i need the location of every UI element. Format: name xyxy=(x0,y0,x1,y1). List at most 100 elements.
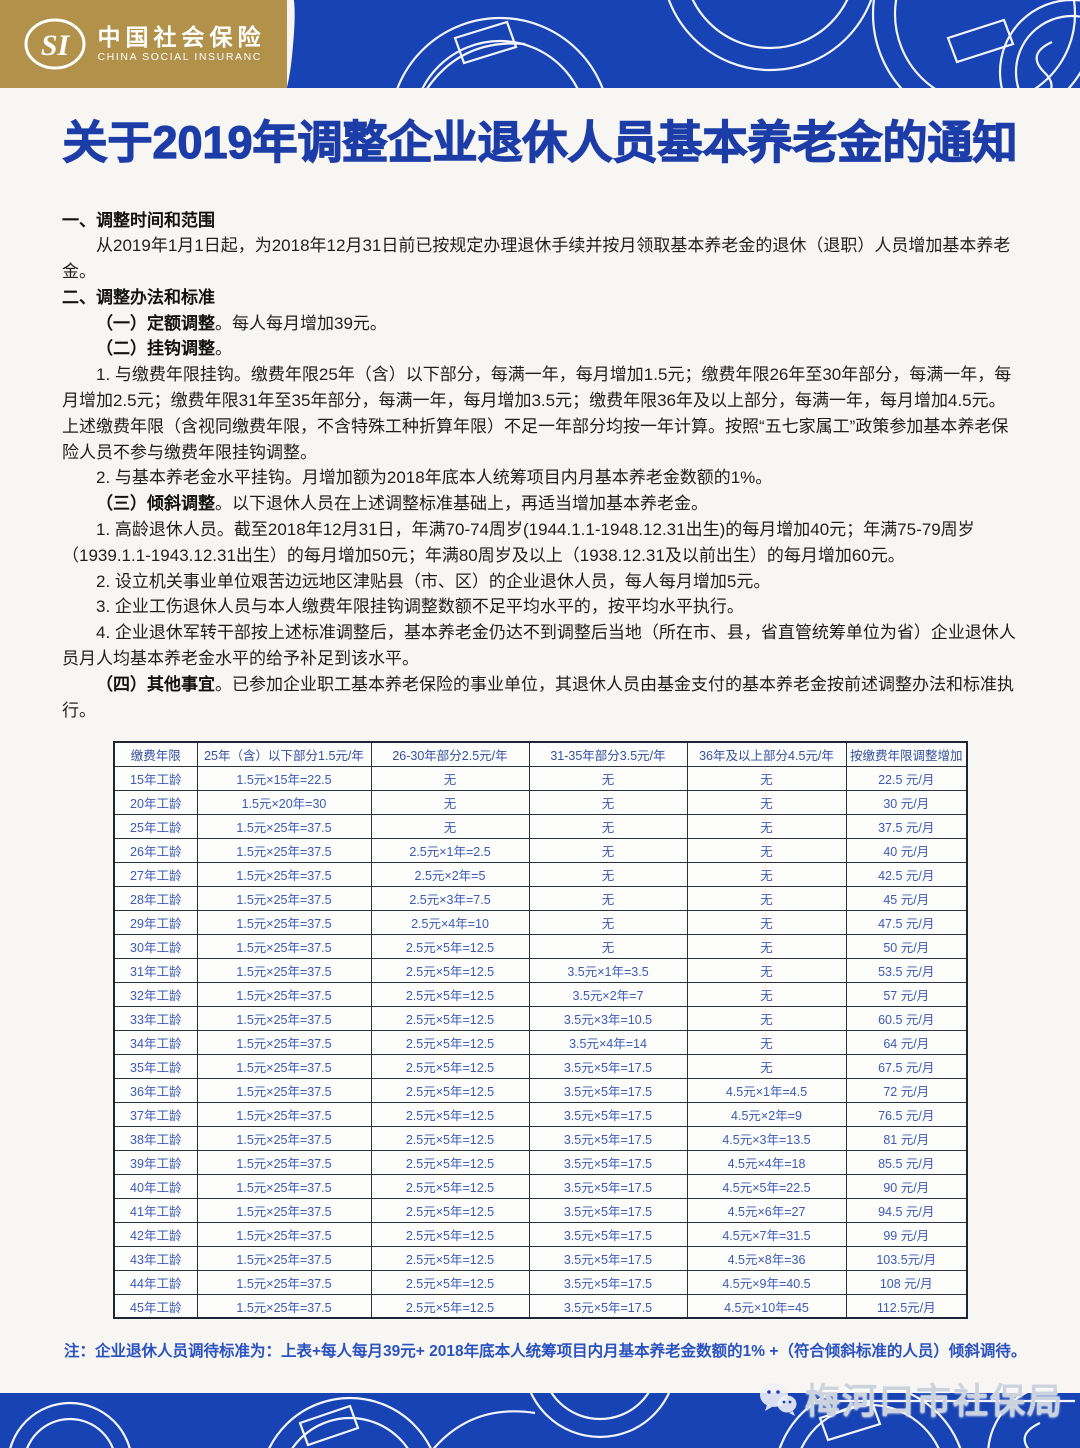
table-cell: 无 xyxy=(528,765,688,791)
table-cell: 3.5元×5年=17.5 xyxy=(528,1077,688,1103)
table-cell: 3.5元×4年=14 xyxy=(528,1029,688,1055)
table-cell: 无 xyxy=(686,1005,847,1031)
table-cell: 无 xyxy=(686,789,847,815)
footer-decoration xyxy=(9,1393,1075,1448)
table-cell: 44年工龄 xyxy=(113,1269,198,1295)
table-cell: 22.5 元/月 xyxy=(845,765,968,791)
table-cell: 2.5元×5年=12.5 xyxy=(370,1197,530,1223)
table-cell: 3.5元×3年=10.5 xyxy=(528,1005,688,1031)
table-cell: 2.5元×5年=12.5 xyxy=(370,1221,530,1247)
table-cell: 2.5元×5年=12.5 xyxy=(370,1053,530,1079)
table-cell: 1.5元×25年=37.5 xyxy=(196,1293,372,1319)
notice-title: 关于2019年调整企业退休人员基本养老金的通知 xyxy=(62,117,1018,168)
header-decoration xyxy=(396,0,1080,88)
paragraph: 3. 企业工伤退休人员与本人缴费年限挂钩调整数额不足平均水平的，按平均水平执行。 xyxy=(96,597,744,617)
table-cell: 35年工龄 xyxy=(113,1053,198,1079)
table-cell: 85.5 元/月 xyxy=(845,1149,968,1175)
table-cell: 2.5元×1年=2.5 xyxy=(370,837,530,863)
table-row: 38年工龄 1.5元×25年=37.5 2.5元×5年=12.5 3.5元×5年=17… xyxy=(113,1125,968,1151)
svg-text:SI: SI xyxy=(40,29,70,62)
table-cell: 3.5元×5年=17.5 xyxy=(528,1053,688,1079)
table-cell: 2.5元×5年=12.5 xyxy=(370,1125,530,1151)
table-cell: 4.5元×6年=27 xyxy=(686,1197,847,1223)
table-cell: 3.5元×5年=17.5 xyxy=(528,1125,688,1151)
table-cell: 1.5元×15年=22.5 xyxy=(196,765,372,791)
table-row: 40年工龄 1.5元×25年=37.5 2.5元×5年=12.5 3.5元×5年=17… xyxy=(113,1173,968,1199)
table-cell: 1.5元×25年=37.5 xyxy=(196,1149,372,1175)
table-cell: 103.5元/月 xyxy=(845,1245,968,1271)
table-cell: 1.5元×25年=37.5 xyxy=(196,957,372,983)
table-row: 25年工龄 1.5元×25年=37.5 无无无 37.5 元/月 xyxy=(113,813,968,839)
table-cell: 67.5 元/月 xyxy=(845,1053,968,1079)
table-cell: 无 xyxy=(370,789,530,815)
section-heading: 一、调整时间和范围 xyxy=(62,210,215,230)
paragraph: （四）其他事宜。已参加企业职工基本养老保险的事业单位，其退休人员由基金支付的基本… xyxy=(62,674,1014,720)
table-cell: 无 xyxy=(528,861,688,887)
table-cell: 无 xyxy=(686,1053,847,1079)
table-cell: 112.5元/月 xyxy=(845,1293,968,1319)
adjustment-table-body: 缴费年限 25年（含）以下部分1.5元/年 26-30年部分2.5元/年 31-35年… xyxy=(113,741,968,1319)
table-cell: 2.5元×5年=12.5 xyxy=(370,1005,530,1031)
table-row: 30年工龄 1.5元×25年=37.5 2.5元×5年=12.5 无无 50 元/月 xyxy=(113,933,968,959)
table-cell: 28年工龄 xyxy=(113,885,198,911)
paragraph: （一）定额调整。每人每月增加39元。 xyxy=(96,313,387,333)
table-cell: 4.5元×3年=13.5 xyxy=(686,1125,847,1151)
table-cell: 4.5元×8年=36 xyxy=(686,1245,847,1271)
table-cell: 无 xyxy=(686,957,847,983)
wechat-icon xyxy=(759,1382,797,1416)
table-cell: 3.5元×5年=17.5 xyxy=(528,1245,688,1271)
paragraph: 从2019年1月1日起，为2018年12月31日前已按规定办理退休手续并按月领取… xyxy=(62,236,1011,282)
table-cell: 26年工龄 xyxy=(113,837,198,863)
table-cell: 2.5元×5年=12.5 xyxy=(370,1245,530,1271)
table-row: 37年工龄 1.5元×25年=37.5 2.5元×5年=12.5 3.5元×5年=17… xyxy=(113,1101,968,1127)
table-cell: 3.5元×5年=17.5 xyxy=(528,1269,688,1295)
watermark-text: 梅河口市社保局 xyxy=(804,1382,1064,1421)
table-cell: 2.5元×5年=12.5 xyxy=(370,1149,530,1175)
table-cell: 1.5元×25年=37.5 xyxy=(196,981,372,1007)
table-cell: 4.5元×9年=40.5 xyxy=(686,1269,847,1295)
table-cell: 2.5元×5年=12.5 xyxy=(370,933,530,959)
adjustment-table: 缴费年限 25年（含）以下部分1.5元/年 26-30年部分2.5元/年 31-35年… xyxy=(113,741,968,1320)
table-cell: 无 xyxy=(686,885,847,911)
table-cell: 1.5元×25年=37.5 xyxy=(196,1245,372,1271)
table-cell: 1.5元×25年=37.5 xyxy=(196,861,372,887)
paragraph: （三）倾斜调整。以下退休人员在上述调整标准基础上，再适当增加基本养老金。 xyxy=(96,494,708,514)
table-cell: 2.5元×5年=12.5 xyxy=(370,1173,530,1199)
table-cell: 2.5元×3年=7.5 xyxy=(370,885,530,911)
table-row: 26年工龄 1.5元×25年=37.5 2.5元×1年=2.5 无无 40 元/月 xyxy=(113,837,968,863)
column-header: 26-30年部分2.5元/年 xyxy=(370,741,530,767)
paragraph: 1. 与缴费年限挂钩。缴费年限25年（含）以下部分，每满一年，每月增加1.5元；… xyxy=(62,365,1012,462)
table-cell: 45年工龄 xyxy=(113,1293,198,1319)
table-cell: 2.5元×5年=12.5 xyxy=(370,1101,530,1127)
table-cell: 1.5元×25年=37.5 xyxy=(196,1197,372,1223)
table-cell: 1.5元×25年=37.5 xyxy=(196,837,372,863)
table-cell: 1.5元×25年=37.5 xyxy=(196,933,372,959)
table-cell: 1.5元×20年=30 xyxy=(196,789,372,815)
table-row: 28年工龄 1.5元×25年=37.5 2.5元×3年=7.5 无无 45 元/月 xyxy=(113,885,968,911)
table-cell: 1.5元×25年=37.5 xyxy=(196,1029,372,1055)
table-cell: 无 xyxy=(370,765,530,791)
footer-band xyxy=(0,1393,1080,1448)
table-cell: 94.5 元/月 xyxy=(845,1197,968,1223)
table-cell: 37年工龄 xyxy=(113,1101,198,1127)
table-cell: 3.5元×5年=17.5 xyxy=(528,1149,688,1175)
table-cell: 30 元/月 xyxy=(845,789,968,815)
table-cell: 47.5 元/月 xyxy=(845,909,968,935)
column-header: 31-35年部分3.5元/年 xyxy=(528,741,688,767)
table-cell: 108 元/月 xyxy=(845,1269,968,1295)
table-cell: 2.5元×5年=12.5 xyxy=(370,957,530,983)
table-cell: 4.5元×1年=4.5 xyxy=(686,1077,847,1103)
table-row: 35年工龄 1.5元×25年=37.5 2.5元×5年=12.5 3.5元×5年=17… xyxy=(113,1053,968,1079)
table-cell: 20年工龄 xyxy=(113,789,198,815)
table-cell: 4.5元×5年=22.5 xyxy=(686,1173,847,1199)
paragraph: （二）挂钩调整。 xyxy=(96,339,232,359)
table-cell: 4.5元×7年=31.5 xyxy=(686,1221,847,1247)
table-row: 44年工龄 1.5元×25年=37.5 2.5元×5年=12.5 3.5元×5年=17… xyxy=(113,1269,968,1295)
table-cell: 1.5元×25年=37.5 xyxy=(196,1077,372,1103)
table-cell: 31年工龄 xyxy=(113,957,198,983)
table-cell: 3.5元×1年=3.5 xyxy=(528,957,688,983)
table-cell: 34年工龄 xyxy=(113,1029,198,1055)
table-row: 27年工龄 1.5元×25年=37.5 2.5元×2年=5 无无 42.5 元/月 xyxy=(113,861,968,887)
table-cell: 4.5元×2年=9 xyxy=(686,1101,847,1127)
table-cell: 29年工龄 xyxy=(113,909,198,935)
